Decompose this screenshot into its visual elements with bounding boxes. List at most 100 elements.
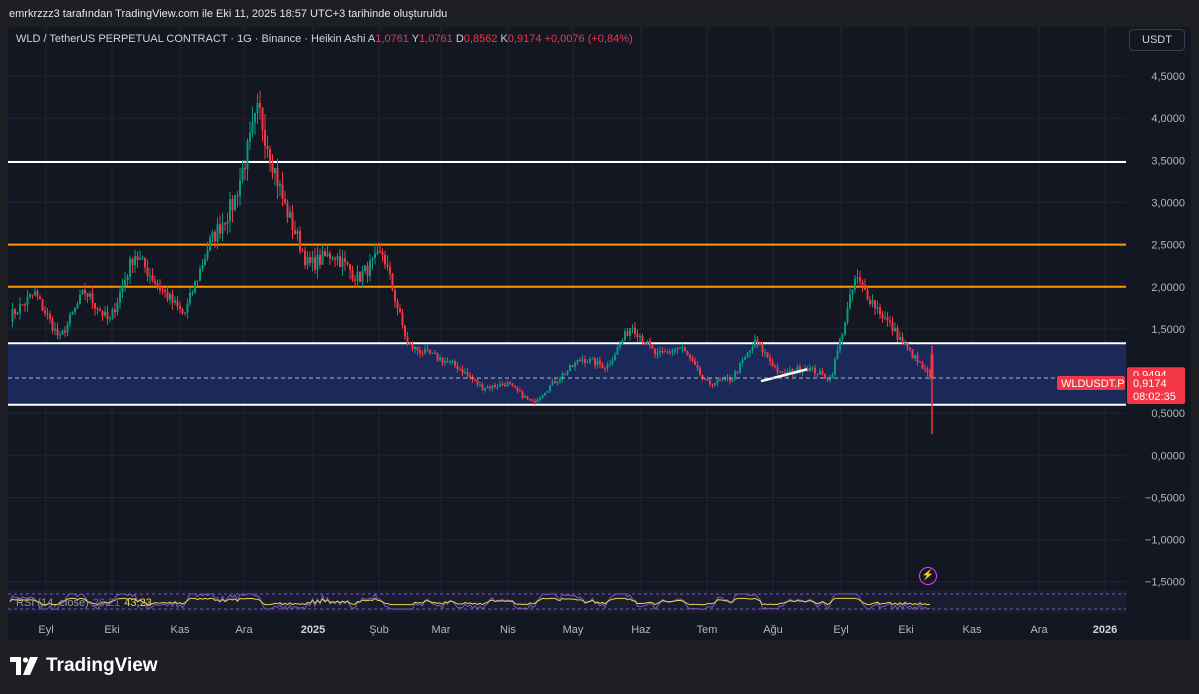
candle-body bbox=[579, 360, 581, 362]
candle-body bbox=[154, 280, 156, 283]
candle-body bbox=[259, 102, 261, 108]
candle-body bbox=[529, 398, 531, 401]
candle-body bbox=[541, 395, 544, 398]
candle-body bbox=[289, 211, 291, 218]
candle-body bbox=[346, 261, 349, 265]
candle-body bbox=[166, 291, 169, 300]
y-axis-label: 3,0000 bbox=[1151, 197, 1185, 209]
candle-body bbox=[756, 339, 759, 344]
candle-body bbox=[241, 167, 244, 181]
change-value: +0,0076 (+0,84%) bbox=[544, 33, 633, 45]
candle-body bbox=[766, 352, 769, 358]
candle-body bbox=[599, 360, 601, 365]
candle-body bbox=[86, 293, 89, 297]
candle-body bbox=[676, 348, 679, 350]
candle-body bbox=[739, 362, 741, 373]
candles[interactable] bbox=[11, 90, 932, 405]
candle-body bbox=[474, 379, 476, 381]
candle-body bbox=[66, 323, 69, 333]
y-axis-label: 0,5000 bbox=[1151, 408, 1185, 420]
candle-body bbox=[349, 264, 351, 271]
candle-body bbox=[671, 351, 674, 353]
candle-body bbox=[214, 232, 216, 242]
candle-body bbox=[526, 396, 529, 399]
y-axis-label: −0,5000 bbox=[1145, 492, 1185, 504]
candle-body bbox=[869, 299, 871, 304]
candle-body bbox=[611, 360, 614, 364]
candle-body bbox=[646, 340, 649, 344]
chart-credit: emrkrzzz3 tarafından TradingView.com ile… bbox=[9, 8, 448, 20]
candle-body bbox=[811, 367, 814, 369]
candle-body bbox=[279, 184, 281, 186]
x-axis-label: Eyl bbox=[38, 624, 53, 636]
candle-body bbox=[379, 251, 381, 253]
candle-body bbox=[831, 374, 834, 379]
y-axis-label: 1,5000 bbox=[1151, 324, 1185, 336]
y-axis-label: 0,0000 bbox=[1151, 450, 1185, 462]
candle-body bbox=[519, 390, 521, 392]
candle-body bbox=[819, 371, 821, 375]
rsi-value-2: 43,23 bbox=[124, 597, 152, 609]
lightning-icon[interactable]: ⚡ bbox=[919, 567, 937, 585]
candle-body bbox=[39, 296, 41, 300]
x-axis-label: 2025 bbox=[301, 624, 325, 636]
candle-body bbox=[564, 373, 566, 375]
candle-body bbox=[261, 107, 264, 131]
candle-body bbox=[781, 371, 784, 373]
candle-body bbox=[149, 275, 151, 277]
low-label: D bbox=[455, 33, 464, 45]
rsi-legend: RSI (14, close) 26,21 43,23 bbox=[16, 597, 152, 609]
candle-body bbox=[479, 384, 481, 386]
trend-segment[interactable] bbox=[760, 368, 808, 383]
candle-body bbox=[759, 343, 761, 345]
candle-body bbox=[421, 353, 424, 355]
candle-body bbox=[809, 367, 811, 372]
close-value: 0,9174 bbox=[507, 33, 542, 45]
candle-body bbox=[544, 393, 546, 396]
candle-body bbox=[769, 357, 771, 362]
candle-body bbox=[889, 320, 891, 322]
candle-body bbox=[506, 382, 509, 387]
candle-body bbox=[651, 345, 654, 349]
candle-body bbox=[649, 340, 651, 346]
candle-body bbox=[376, 251, 379, 254]
candle-body bbox=[144, 257, 146, 268]
candle-body bbox=[229, 199, 231, 222]
candle-body bbox=[559, 378, 561, 382]
tradingview-logo[interactable]: TradingView bbox=[10, 655, 158, 677]
chart-panel[interactable]: 4,5000 4,0000 3,5000 3,0000 2,5000 2,0000 1,50… bbox=[8, 27, 1191, 640]
candle-body bbox=[466, 372, 469, 376]
candle-body bbox=[51, 319, 54, 331]
candle-body bbox=[489, 386, 491, 389]
x-axis-label: Şub bbox=[369, 624, 389, 636]
candle-body bbox=[284, 198, 286, 203]
candle-body bbox=[219, 224, 221, 234]
candle-body bbox=[799, 366, 801, 373]
rsi-line bbox=[9, 592, 931, 611]
candle-body bbox=[309, 257, 311, 263]
candle-body bbox=[256, 102, 259, 114]
candle-body bbox=[549, 385, 551, 392]
price-tag-last-bg bbox=[1127, 375, 1185, 404]
candle-body bbox=[429, 349, 431, 354]
candle-body bbox=[901, 337, 904, 344]
high-value: 1,0761 bbox=[419, 33, 453, 45]
candle-body bbox=[236, 195, 239, 197]
candle-body bbox=[116, 302, 119, 312]
chart-svg[interactable]: 4,5000 4,0000 3,5000 3,0000 2,5000 2,0000 1,50… bbox=[8, 27, 1191, 640]
candle-body bbox=[829, 378, 831, 381]
high-label: Y bbox=[411, 33, 420, 45]
candle-body bbox=[536, 399, 539, 403]
candle-body bbox=[196, 280, 199, 282]
candle-body bbox=[56, 328, 59, 336]
symbol-legend: WLD / TetherUS PERPETUAL CONTRACT · 1G ·… bbox=[16, 33, 633, 45]
candle-body bbox=[21, 304, 24, 306]
candle-body bbox=[99, 309, 101, 312]
candle-body bbox=[316, 254, 319, 270]
currency-button[interactable]: USDT bbox=[1129, 29, 1185, 51]
candle-body bbox=[79, 294, 81, 304]
candle-body bbox=[296, 231, 299, 234]
candle-body bbox=[264, 130, 266, 147]
candle-body bbox=[706, 379, 709, 381]
candle-body bbox=[251, 122, 254, 133]
